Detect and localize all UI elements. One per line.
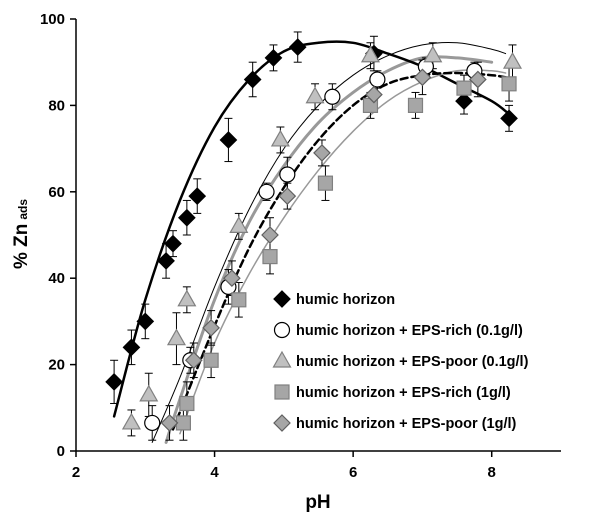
legend-marker	[273, 414, 291, 432]
data-point	[121, 412, 141, 430]
data-point	[122, 338, 141, 357]
data-point	[262, 249, 278, 265]
data-point	[229, 216, 249, 233]
legend-marker	[273, 321, 291, 339]
axes	[75, 19, 561, 452]
legend-marker	[274, 384, 290, 400]
data-point	[455, 92, 473, 110]
data-point	[184, 351, 203, 370]
y-axis-title-sub: ads	[16, 199, 30, 220]
x-tick-label: 2	[72, 464, 80, 481]
data-point	[178, 208, 196, 227]
data-point	[202, 319, 220, 337]
data-points	[105, 38, 523, 432]
data-point	[136, 312, 155, 331]
data-point	[175, 415, 191, 431]
data-point	[305, 86, 325, 104]
data-point	[105, 373, 123, 391]
data-point	[258, 183, 275, 200]
data-point	[469, 70, 487, 89]
y-tick-label: 60	[48, 184, 65, 201]
legend-label: humic horizon + EPS-poor (0.1g/l)	[296, 354, 529, 370]
legend-label: humic horizon	[296, 292, 395, 308]
data-point	[264, 49, 283, 67]
y-tick-label: 80	[48, 97, 65, 114]
data-point	[360, 45, 380, 63]
data-point	[423, 45, 443, 63]
legend-item: humic horizon + EPS-rich (0.1g/l)	[273, 321, 523, 339]
data-point	[179, 395, 195, 412]
data-point	[139, 384, 159, 402]
fit-curve	[112, 40, 511, 418]
data-point	[500, 109, 518, 128]
y-tick-label: 100	[40, 11, 65, 28]
legend-label: humic horizon + EPS-rich (1g/l)	[296, 385, 511, 401]
data-point	[166, 328, 186, 346]
data-point	[456, 80, 472, 96]
legend-item: humic horizon	[273, 290, 395, 308]
x-axis-title: pH	[305, 492, 330, 513]
y-axis-title-main: % Zn	[11, 224, 32, 269]
data-point	[501, 76, 517, 92]
data-point	[164, 234, 182, 253]
legend-item: humic horizon + EPS-poor (0.1g/l)	[272, 350, 529, 370]
fit-curve	[171, 71, 507, 431]
data-point	[279, 166, 296, 183]
data-point	[407, 97, 424, 114]
data-point	[413, 68, 432, 87]
data-point	[270, 129, 290, 147]
data-point	[144, 414, 161, 432]
x-tick-label: 8	[488, 464, 496, 481]
legend-marker	[272, 350, 292, 368]
data-point	[188, 187, 207, 205]
data-point	[160, 414, 179, 432]
legend: humic horizon humic horizon + EPS-rich (0…	[272, 290, 529, 432]
legend-item: humic horizon + EPS-poor (1g/l)	[273, 414, 516, 432]
legend-label: humic horizon + EPS-poor (1g/l)	[296, 416, 516, 432]
fit-curve	[179, 69, 507, 435]
y-tick-label: 40	[48, 270, 65, 287]
legend-label: humic horizon + EPS-rich (0.1g/l)	[296, 323, 523, 339]
x-tick-label: 4	[210, 464, 219, 481]
legend-marker	[273, 290, 291, 308]
data-point	[317, 175, 334, 191]
data-point	[324, 88, 341, 105]
data-point	[278, 187, 297, 205]
data-point	[502, 51, 523, 69]
y-tick-label: 20	[48, 357, 65, 374]
data-point	[243, 70, 262, 89]
data-point	[177, 289, 197, 307]
y-tick-label: 0	[57, 443, 65, 460]
data-point	[231, 292, 247, 308]
data-point	[219, 131, 238, 149]
data-point	[369, 71, 386, 88]
data-point	[223, 269, 241, 288]
data-point	[365, 85, 383, 104]
y-axis-title: % Zn ads	[11, 199, 32, 269]
data-point	[288, 38, 307, 56]
x-tick-label: 6	[349, 464, 357, 481]
legend-item: humic horizon + EPS-rich (1g/l)	[274, 384, 511, 401]
data-point	[157, 252, 175, 270]
data-point	[313, 144, 331, 162]
data-point	[203, 352, 219, 368]
data-point	[261, 226, 279, 244]
